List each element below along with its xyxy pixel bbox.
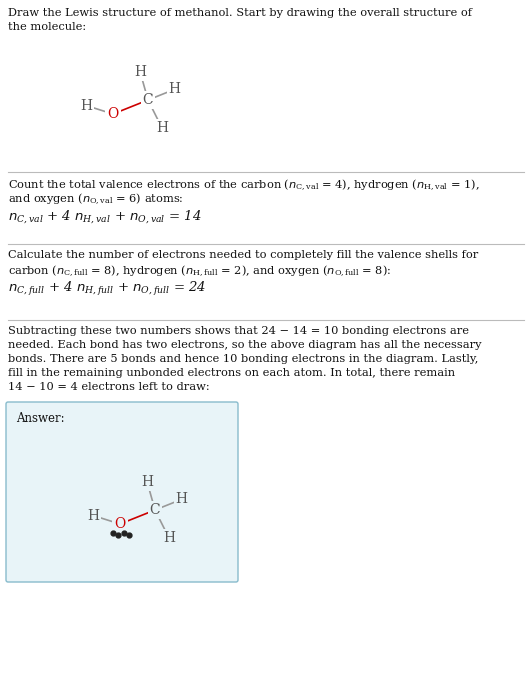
Text: C: C: [143, 93, 153, 107]
Text: C: C: [149, 503, 160, 517]
FancyBboxPatch shape: [6, 402, 238, 582]
Text: fill in the remaining unbonded electrons on each atom. In total, there remain: fill in the remaining unbonded electrons…: [8, 368, 455, 378]
Text: O: O: [114, 517, 126, 531]
Text: and oxygen ($n_\mathregular{O,val}$ = 6) atoms:: and oxygen ($n_\mathregular{O,val}$ = 6)…: [8, 192, 184, 207]
Text: H: H: [169, 83, 180, 97]
Text: H: H: [176, 492, 188, 506]
Text: O: O: [107, 107, 119, 121]
Text: Count the total valence electrons of the carbon ($n_\mathregular{C,val}$ = 4), h: Count the total valence electrons of the…: [8, 178, 479, 193]
Text: 14 − 10 = 4 electrons left to draw:: 14 − 10 = 4 electrons left to draw:: [8, 382, 210, 392]
Text: Subtracting these two numbers shows that 24 − 14 = 10 bonding electrons are: Subtracting these two numbers shows that…: [8, 326, 469, 336]
Text: $n_\mathregular{C,val}$ + 4 $n_\mathregular{H,val}$ + $n_\mathregular{O,val}$ = : $n_\mathregular{C,val}$ + 4 $n_\mathregu…: [8, 208, 202, 225]
Text: H: H: [163, 531, 175, 545]
Text: carbon ($n_\mathregular{C,full}$ = 8), hydrogen ($n_\mathregular{H,full}$ = 2), : carbon ($n_\mathregular{C,full}$ = 8), h…: [8, 264, 391, 279]
Text: H: H: [134, 65, 146, 79]
Text: Draw the Lewis structure of methanol. Start by drawing the overall structure of: Draw the Lewis structure of methanol. St…: [8, 8, 472, 18]
Text: H: H: [87, 509, 99, 523]
Text: the molecule:: the molecule:: [8, 22, 86, 32]
Text: H: H: [156, 121, 168, 135]
Text: Answer:: Answer:: [16, 412, 64, 425]
Text: $n_\mathregular{C,full}$ + 4 $n_\mathregular{H,full}$ + $n_\mathregular{O,full}$: $n_\mathregular{C,full}$ + 4 $n_\mathreg…: [8, 280, 206, 298]
Text: H: H: [141, 475, 153, 489]
Text: H: H: [80, 99, 93, 113]
Text: bonds. There are 5 bonds and hence 10 bonding electrons in the diagram. Lastly,: bonds. There are 5 bonds and hence 10 bo…: [8, 354, 478, 364]
Text: needed. Each bond has two electrons, so the above diagram has all the necessary: needed. Each bond has two electrons, so …: [8, 340, 481, 350]
Text: Calculate the number of electrons needed to completely fill the valence shells f: Calculate the number of electrons needed…: [8, 250, 478, 260]
